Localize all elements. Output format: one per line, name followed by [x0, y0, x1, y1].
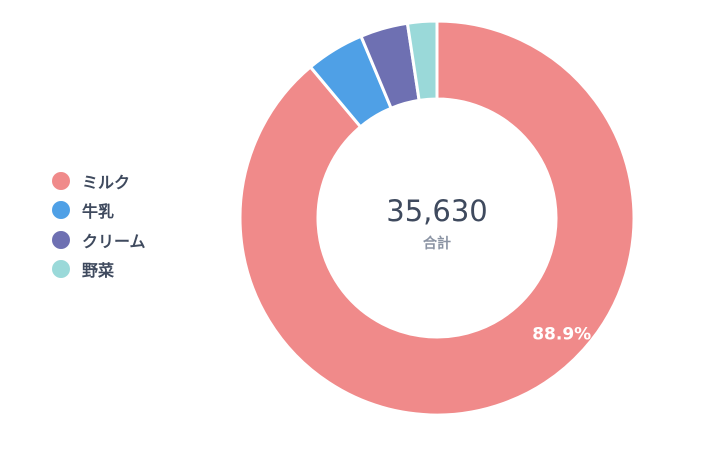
legend-label-cream: クリーム: [82, 231, 146, 251]
legend-marker-milk: [52, 171, 70, 190]
legend-item-gyunyu[interactable]: 牛乳: [52, 196, 146, 226]
legend-label-gyunyu: 牛乳: [82, 202, 115, 222]
legend-label-vegetable: 野菜: [82, 261, 115, 281]
legend-marker-gyunyu: [52, 201, 70, 220]
total-value: 35,630: [386, 194, 487, 228]
legend-item-cream[interactable]: クリーム: [52, 225, 146, 255]
chart-legend: ミルク 牛乳 クリーム 野菜: [52, 166, 146, 284]
legend-label-milk: ミルク: [82, 172, 131, 192]
slice-vegetable[interactable]: [405, 19, 439, 102]
legend-marker-cream: [52, 230, 70, 249]
legend-item-milk[interactable]: ミルク: [52, 166, 146, 196]
legend-item-vegetable[interactable]: 野菜: [52, 255, 146, 285]
total-label: 合計: [423, 235, 451, 252]
legend-marker-vegetable: [52, 260, 70, 279]
donut-slices: [238, 19, 636, 417]
slice-label-milk: 88.9%: [532, 325, 591, 345]
slice-labels: 88.9%: [532, 325, 591, 345]
slice-milk[interactable]: [238, 19, 636, 417]
